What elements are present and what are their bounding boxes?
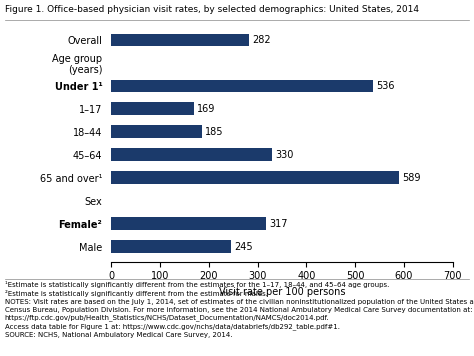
Bar (111, 218, 266, 230)
Text: 317: 317 (269, 219, 288, 229)
Bar (111, 125, 201, 138)
Text: 185: 185 (205, 127, 224, 137)
Bar (111, 172, 399, 184)
Text: ¹Estimate is statistically significantly different from the estimates for the 1–: ¹Estimate is statistically significantly… (5, 281, 474, 337)
Bar (111, 33, 249, 46)
Text: 330: 330 (276, 150, 294, 160)
Text: 282: 282 (252, 35, 271, 45)
Bar (111, 148, 272, 161)
Text: 589: 589 (402, 173, 420, 183)
Text: 245: 245 (234, 242, 253, 252)
Bar (111, 79, 373, 92)
Text: Figure 1. Office-based physician visit rates, by selected demographics: United S: Figure 1. Office-based physician visit r… (5, 5, 419, 14)
Bar (111, 103, 194, 115)
Bar (111, 240, 231, 253)
X-axis label: Visit rate per 100 persons: Visit rate per 100 persons (219, 287, 345, 297)
Text: 169: 169 (197, 104, 216, 114)
Text: 536: 536 (376, 81, 395, 91)
